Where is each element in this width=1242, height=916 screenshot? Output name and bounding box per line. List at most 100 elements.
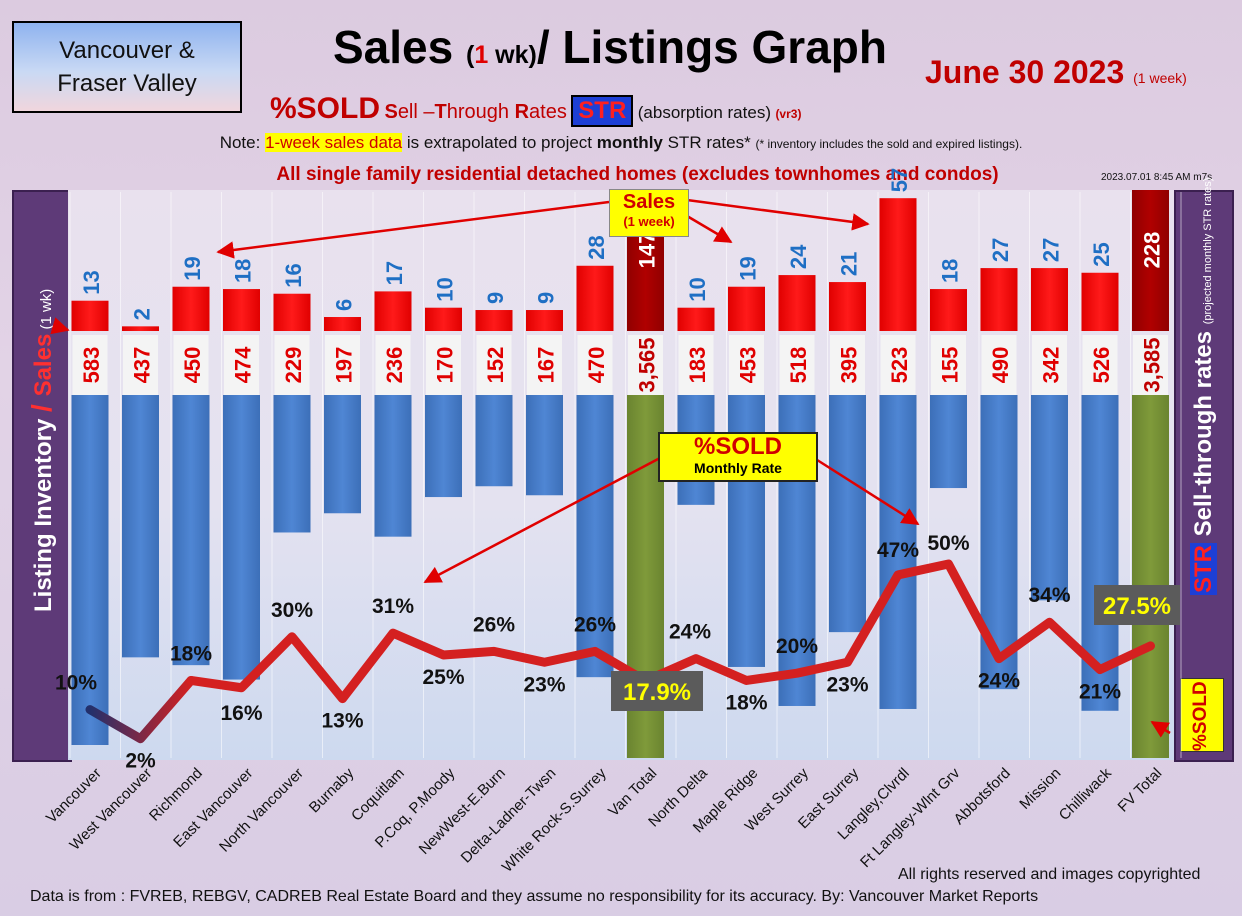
sales-bar	[980, 268, 1018, 331]
inventory-label: 474	[231, 346, 256, 383]
rate-label: 47%	[877, 539, 919, 562]
sales-label: 19	[736, 256, 761, 280]
chart-subtitle: %SOLD Sell –Through Rates STR (absorptio…	[270, 92, 802, 127]
inventory-label: 518	[786, 347, 811, 384]
rate-label: 31%	[372, 595, 414, 618]
inventory-label: 229	[281, 347, 306, 384]
inventory-label-bg	[173, 335, 209, 395]
inventory-label-bg	[1032, 335, 1067, 395]
inventory-bar	[273, 395, 311, 533]
inventory-label: 170	[433, 347, 458, 384]
inventory-label-bg	[931, 335, 966, 395]
sales-bar	[677, 307, 715, 331]
rate-label: 18%	[725, 691, 767, 714]
sales-bar	[374, 291, 412, 331]
inventory-label-bg	[72, 335, 108, 395]
inventory-label-bg	[830, 335, 865, 395]
sales-label: 18	[938, 259, 963, 283]
total-rate-box	[611, 671, 703, 711]
inventory-bar	[324, 395, 361, 514]
sales-label: 10	[685, 277, 710, 301]
inventory-bar	[425, 395, 462, 498]
sales-bar	[71, 300, 109, 331]
rate-label: 24%	[978, 670, 1020, 693]
rate-label: 25%	[422, 666, 464, 689]
rate-label: 20%	[776, 635, 818, 658]
right-axis-panel	[1174, 190, 1234, 762]
report-date: June 30 2023 (1 week)	[925, 54, 1187, 90]
callout-arrow	[813, 456, 920, 526]
inventory-label: 583	[79, 347, 104, 384]
str-badge: STR	[571, 95, 634, 127]
sold-pct-tag: %SOLD	[1180, 678, 1224, 752]
inventory-label-bg	[880, 335, 916, 395]
inventory-label: 453	[736, 347, 761, 384]
rate-label: 50%	[927, 532, 969, 555]
inventory-label-bg	[981, 335, 1017, 395]
sales-bar	[879, 198, 917, 331]
sold-rate-line-start	[85, 675, 196, 744]
sales-bar	[778, 275, 816, 331]
inventory-bar	[930, 395, 967, 489]
rate-label: 26%	[473, 613, 515, 636]
timestamp: 2023.07.01 8:45 AM m7s	[1101, 172, 1213, 183]
category-label: Burnaby	[306, 764, 358, 816]
region-box: Vancouver & Fraser Valley	[12, 21, 242, 113]
sales-label: 57	[887, 168, 912, 192]
rate-label: 34%	[1028, 584, 1070, 607]
region-line1: Vancouver &	[59, 37, 195, 64]
category-label: Delta-Ladner-Twsn	[458, 765, 560, 867]
inventory-label-bg	[1133, 335, 1168, 395]
inventory-label: 197	[332, 347, 357, 384]
inventory-label-bg	[274, 335, 310, 395]
category-label: NewWest-E.Burn	[416, 765, 509, 858]
rate-label: 2%	[125, 750, 156, 773]
inventory-label-bg	[1082, 335, 1118, 395]
rate-label: 18%	[170, 642, 212, 665]
inventory-label-bg	[325, 335, 360, 395]
sales-bar	[1081, 272, 1119, 331]
sales-label: 2	[130, 308, 155, 320]
sales-bar	[1031, 268, 1068, 331]
total-rate-box	[1094, 585, 1180, 625]
sales-label: 24	[786, 244, 811, 269]
sales-bar	[425, 307, 462, 331]
sales-bar	[475, 310, 513, 331]
inventory-bar	[172, 395, 210, 666]
inventory-label: 437	[130, 347, 155, 384]
rate-label: 23%	[523, 673, 565, 696]
inventory-bar	[223, 395, 260, 680]
source-note: Data is from : FVREB, REBGV, CADREB Real…	[30, 888, 1039, 905]
region-line2: Fraser Valley	[57, 70, 197, 97]
sales-bar	[273, 293, 311, 331]
sales-callout: Sales (1 week)	[609, 189, 689, 237]
inventory-label: 470	[584, 347, 609, 384]
sales-label: 17	[382, 261, 407, 285]
inventory-label-bg	[678, 335, 714, 395]
rate-label: 13%	[321, 710, 363, 733]
sold-rate-callout: %SOLD Monthly Rate	[658, 432, 818, 482]
sales-label: 9	[483, 292, 508, 304]
inventory-label-bg	[779, 335, 815, 395]
sales-label: 16	[281, 263, 306, 287]
left-axis-panel	[12, 190, 72, 762]
inventory-bar	[122, 395, 159, 658]
sales-bar	[728, 286, 765, 331]
rate-label: 16%	[220, 702, 262, 725]
rate-label: 21%	[1079, 681, 1121, 704]
category-label: FV Total	[1115, 765, 1166, 816]
category-label: Chilliwack	[1056, 764, 1116, 824]
callout-arrow	[686, 198, 870, 231]
callout-arrow	[216, 200, 610, 259]
inventory-label-bg	[426, 335, 461, 395]
inventory-label: 395	[837, 347, 862, 384]
rate-label: 26%	[574, 613, 616, 636]
sales-label: 9	[534, 292, 559, 304]
inventory-label: 526	[1089, 347, 1114, 384]
inventory-label-bg	[224, 335, 259, 395]
inventory-bar	[71, 395, 109, 745]
sales-label: 13	[79, 270, 104, 294]
inventory-label: 450	[180, 347, 205, 384]
inventory-label-bg	[123, 335, 158, 395]
